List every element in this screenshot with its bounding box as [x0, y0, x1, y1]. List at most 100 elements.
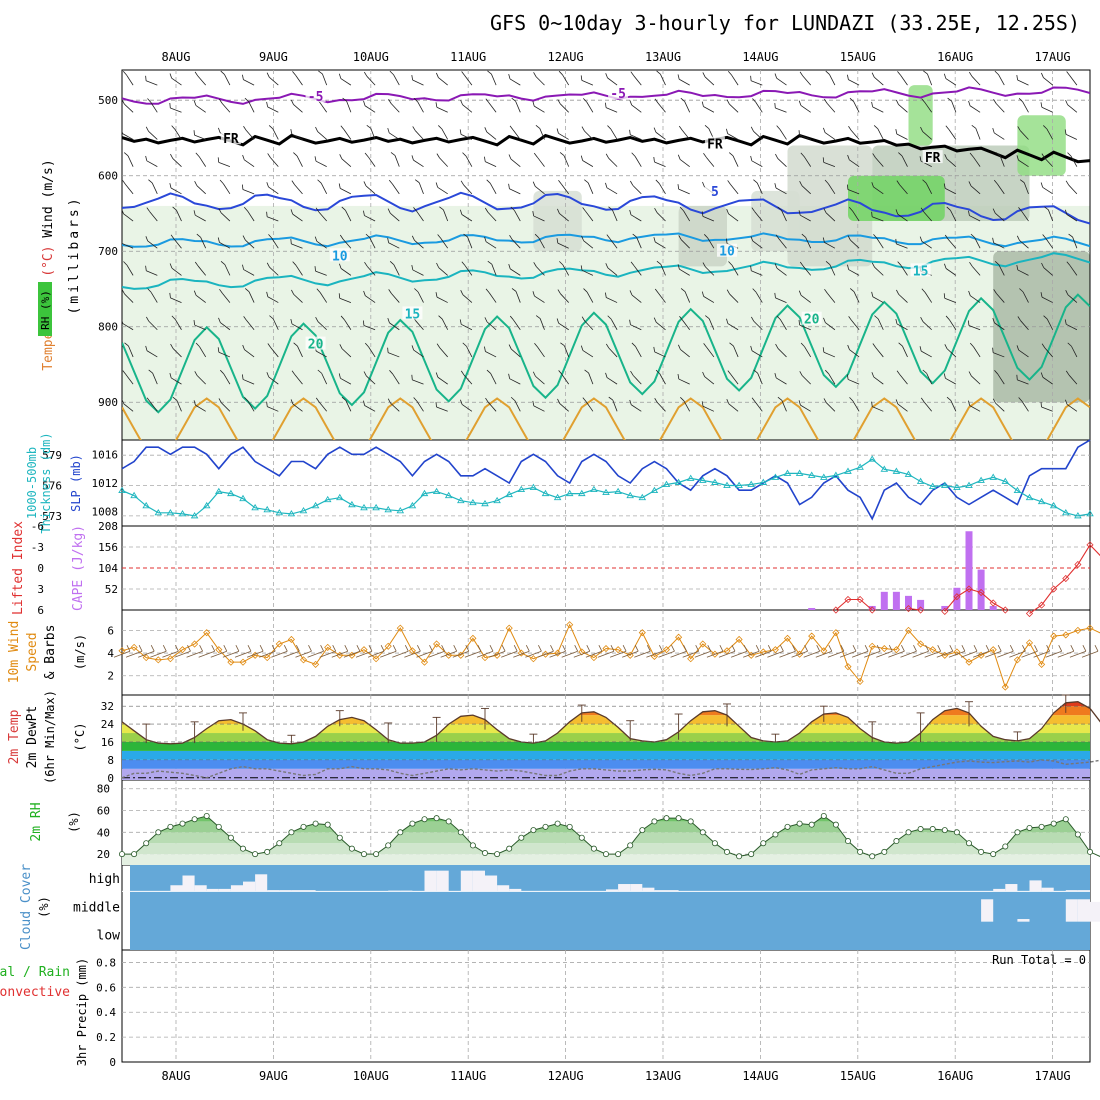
- wind-barb: [147, 240, 158, 249]
- wind-barb-flag: [532, 371, 536, 377]
- wind-barb-flag: [363, 181, 367, 187]
- wind-barb-flag: [196, 233, 201, 238]
- cloud-high-bar: [666, 890, 679, 892]
- wind-barb: [898, 104, 908, 113]
- wind-barb: [366, 375, 376, 385]
- wind-barb-flag: [580, 265, 583, 271]
- wind-barb: [751, 160, 763, 168]
- wind-barb-flag: [848, 126, 852, 131]
- wind-barb: [608, 347, 618, 358]
- cloud-high-bar: [206, 888, 219, 892]
- wind-barb-flag: [363, 210, 365, 216]
- wind10m-point: [336, 651, 344, 659]
- rh2m-band: [122, 810, 1090, 822]
- wind-barb-flag: [193, 320, 196, 326]
- wind-barb-flag: [438, 315, 443, 320]
- wind-barb-flag: [172, 396, 178, 401]
- wind-barb: [146, 160, 158, 168]
- wind-barb-flag: [971, 124, 977, 129]
- thickness-point: [481, 499, 489, 507]
- wind10m-barb-flag: [211, 645, 216, 652]
- wind-barb-flag: [243, 206, 248, 212]
- wind-barb-flag: [630, 370, 634, 376]
- wind-barb-flag: [702, 72, 706, 78]
- wind10m-barb-flag: [1034, 645, 1038, 652]
- wind-barb-flag: [605, 182, 608, 188]
- wind-barb: [463, 374, 473, 385]
- wind-barb: [293, 104, 303, 113]
- rh2m-point: [276, 840, 283, 847]
- wind10m-barb-flag: [525, 645, 530, 652]
- lifted-index-point: [941, 607, 949, 615]
- wind-barb: [561, 374, 570, 385]
- wind-barb: [412, 379, 424, 385]
- wind-barb-flag: [315, 126, 319, 132]
- wind10m-barb: [585, 650, 603, 658]
- wind-barb-flag: [750, 155, 753, 161]
- cloud-high-bar: [642, 887, 655, 892]
- wind-barb: [534, 105, 545, 113]
- wind-barb: [656, 212, 666, 222]
- wind-barb-flag: [169, 373, 172, 379]
- wind-barb-flag: [145, 345, 148, 351]
- wind-barb-flag: [680, 397, 685, 402]
- wind10m-barb: [452, 650, 469, 658]
- wind10m-barb-flag: [126, 645, 131, 652]
- day-label-top: 12AUG: [548, 50, 584, 64]
- wind-barb: [951, 100, 957, 113]
- wind-barb: [292, 403, 303, 412]
- wind-barb: [683, 210, 691, 222]
- wind-barb-flag: [291, 180, 295, 186]
- thickness-point: [771, 473, 780, 480]
- lifted-index-point: [1001, 606, 1009, 614]
- wind-barb-flag: [968, 400, 970, 406]
- temp2m-tick: 24: [101, 718, 115, 731]
- wind-barb-flag: [727, 71, 732, 76]
- wind-barb-flag: [509, 315, 514, 321]
- wind-barb: [170, 297, 182, 303]
- wind-barb: [801, 375, 811, 385]
- wind-barb: [803, 156, 812, 167]
- wind-barb: [702, 405, 715, 412]
- wind10m-barb-flag: [901, 645, 905, 652]
- wind-barb: [1044, 347, 1054, 358]
- wind-barb-flag: [994, 370, 999, 375]
- rh-patch: [1017, 115, 1066, 176]
- thickness-point: [275, 508, 284, 516]
- wind-barb-flag: [897, 261, 902, 266]
- lifted-index-point: [953, 593, 961, 601]
- wind-barb: [195, 214, 206, 222]
- wind10m-barb-flag: [320, 645, 324, 652]
- wind-barb-flag: [387, 318, 390, 324]
- thickness-point: [336, 493, 344, 501]
- thickness-point: [977, 476, 985, 483]
- wind-barb-flag: [655, 369, 660, 374]
- thickness-point: [215, 487, 223, 495]
- rh2m-point: [953, 829, 960, 836]
- day-label-top: 9AUG: [259, 50, 288, 64]
- wind10m-barb-flag: [199, 645, 203, 652]
- wind-barb-flag: [1019, 179, 1025, 183]
- wind-barb: [467, 236, 473, 249]
- wind-barb: [539, 318, 545, 330]
- wind-barb-flag: [557, 289, 561, 295]
- wind-barb: [779, 319, 787, 330]
- wind-barb-flag: [677, 374, 680, 380]
- wind-barb-flag: [171, 315, 176, 320]
- wind-barb: [825, 322, 836, 331]
- wind-barb-flag: [970, 233, 975, 238]
- label-part: (m/s): [41, 159, 56, 198]
- cloud-high-bar: [182, 875, 195, 892]
- wind-barb: [971, 375, 981, 385]
- wind-barb-flag: [799, 181, 803, 186]
- wind-barb: [514, 210, 521, 222]
- wind10m-barb: [404, 650, 421, 658]
- wind-barb-flag: [629, 100, 633, 106]
- wind10m-barb-flag: [1009, 645, 1014, 652]
- cloud-high-bar: [170, 885, 183, 892]
- wind-barb-flag: [387, 128, 390, 134]
- wind-barb: [535, 375, 545, 385]
- wind-barb-flag: [895, 318, 898, 325]
- lifted-index-point: [1025, 609, 1034, 618]
- wind10m-barb: [1069, 650, 1087, 658]
